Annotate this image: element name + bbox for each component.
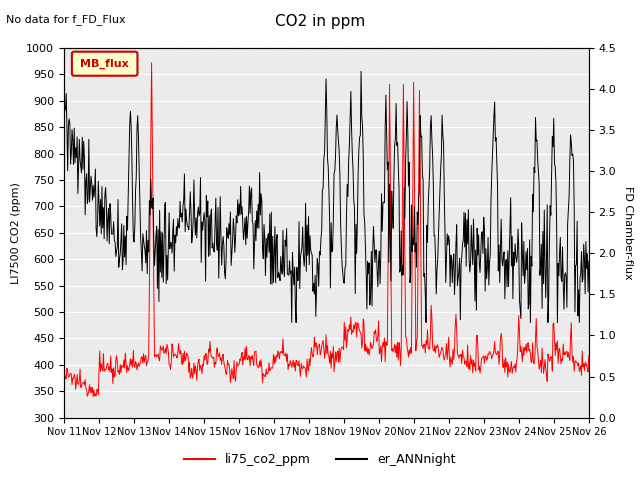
FancyBboxPatch shape bbox=[72, 52, 138, 76]
Y-axis label: FD Chamber-flux: FD Chamber-flux bbox=[623, 186, 633, 280]
Y-axis label: LI7500 CO2 (ppm): LI7500 CO2 (ppm) bbox=[11, 182, 20, 284]
Text: MB_flux: MB_flux bbox=[80, 59, 129, 69]
Text: CO2 in ppm: CO2 in ppm bbox=[275, 14, 365, 29]
Text: No data for f_FD_Flux: No data for f_FD_Flux bbox=[6, 14, 126, 25]
Legend: li75_co2_ppm, er_ANNnight: li75_co2_ppm, er_ANNnight bbox=[179, 448, 461, 471]
